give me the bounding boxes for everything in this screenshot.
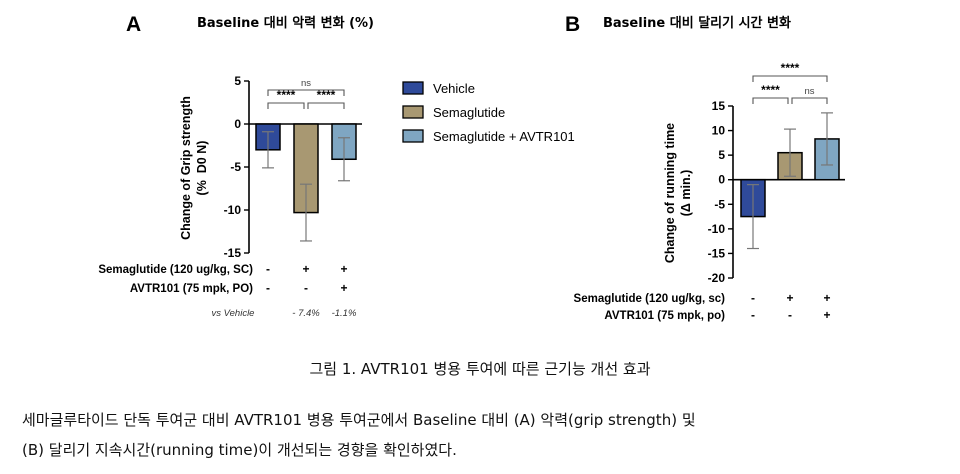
legend-label-3: Semaglutide + AVTR101 xyxy=(433,129,575,144)
significance-bracket xyxy=(791,97,828,104)
legend-swatch-3 xyxy=(402,129,424,143)
panel-a-y-label: Change of Grip strength xyxy=(179,96,193,240)
significance-label: **** xyxy=(781,61,800,75)
condition-marker: + xyxy=(823,291,830,305)
y-tick-label: -5 xyxy=(230,160,241,174)
significance-bracket xyxy=(267,102,305,109)
panel-b: B Baseline 대비 달리기 시간 변화 Change of runnin… xyxy=(565,13,845,322)
significance-bracket xyxy=(267,89,345,96)
condition-marker: - xyxy=(788,308,792,322)
comparison-value: -1.1% xyxy=(332,308,357,319)
y-tick-label: 0 xyxy=(718,173,725,187)
condition-row-label: Semaglutide (120 ug/kg, SC) xyxy=(98,264,253,276)
significance-label: **** xyxy=(317,88,336,102)
y-tick-label: 5 xyxy=(234,74,241,88)
legend-swatch-2 xyxy=(402,105,424,119)
condition-marker: - xyxy=(304,281,308,295)
legend: Vehicle Semaglutide Semaglutide + AVTR101 xyxy=(402,81,575,144)
panel-b-title: Baseline 대비 달리기 시간 변화 xyxy=(603,15,791,31)
figure: A Baseline 대비 악력 변화 (%) Change of Grip s… xyxy=(98,13,845,322)
panel-b-y-label: Change of running time xyxy=(663,123,677,263)
panel-a: A Baseline 대비 악력 변화 (%) Change of Grip s… xyxy=(98,13,374,319)
significance-label: ns xyxy=(301,78,311,89)
y-tick-label: -10 xyxy=(224,203,242,217)
condition-marker: - xyxy=(751,291,755,305)
condition-row-label: AVTR101 (75 mpk, po) xyxy=(604,310,725,322)
y-tick-label: -5 xyxy=(714,197,725,211)
y-tick-label: 15 xyxy=(712,99,726,113)
y-tick-label: 10 xyxy=(712,124,726,138)
comparison-value: - 7.4% xyxy=(292,308,320,319)
condition-marker: + xyxy=(340,281,347,295)
panel-b-y-unit: (Δ min.) xyxy=(679,170,693,216)
significance-bracket xyxy=(307,102,345,109)
y-tick-label: -15 xyxy=(708,246,726,260)
condition-marker: + xyxy=(823,308,830,322)
body-line-1: 세마글루타이드 단독 투여군 대비 AVTR101 병용 투여군에서 Basel… xyxy=(22,411,696,429)
body-paragraph: 세마글루타이드 단독 투여군 대비 AVTR101 병용 투여군에서 Basel… xyxy=(22,405,952,465)
legend-label-1: Vehicle xyxy=(433,81,475,96)
panel-letter-b: B xyxy=(565,13,580,36)
condition-marker: + xyxy=(786,291,793,305)
condition-marker: - xyxy=(266,262,270,276)
comparison-row-label: vs Vehicle xyxy=(212,308,255,319)
legend-swatch-1 xyxy=(402,81,424,95)
condition-marker: + xyxy=(340,262,347,276)
y-tick-label: -20 xyxy=(708,271,726,285)
condition-row-label: AVTR101 (75 mpk, PO) xyxy=(130,283,253,295)
figure-caption: 그림 1. AVTR101 병용 투여에 따른 근기능 개선 효과 xyxy=(309,360,651,378)
y-tick-label: 0 xyxy=(234,117,241,131)
significance-bracket xyxy=(752,75,828,82)
panel-a-title: Baseline 대비 악력 변화 (%) xyxy=(197,15,374,31)
y-tick-label: -10 xyxy=(708,222,726,236)
significance-label: ns xyxy=(804,86,814,97)
panel-a-y-unit: (% D0 N) xyxy=(195,141,209,196)
significance-bracket xyxy=(752,97,789,104)
condition-marker: + xyxy=(302,262,309,276)
panel-letter-a: A xyxy=(126,13,141,36)
condition-marker: - xyxy=(751,308,755,322)
significance-label: **** xyxy=(761,83,780,97)
significance-label: **** xyxy=(277,88,296,102)
condition-marker: - xyxy=(266,281,270,295)
y-tick-label: -15 xyxy=(224,246,242,260)
y-tick-label: 5 xyxy=(718,148,725,162)
condition-row-label: Semaglutide (120 ug/kg, sc) xyxy=(574,293,726,305)
body-line-2: (B) 달리기 지속시간(running time)이 개선되는 경향을 확인하… xyxy=(22,441,457,459)
legend-label-2: Semaglutide xyxy=(433,105,505,120)
